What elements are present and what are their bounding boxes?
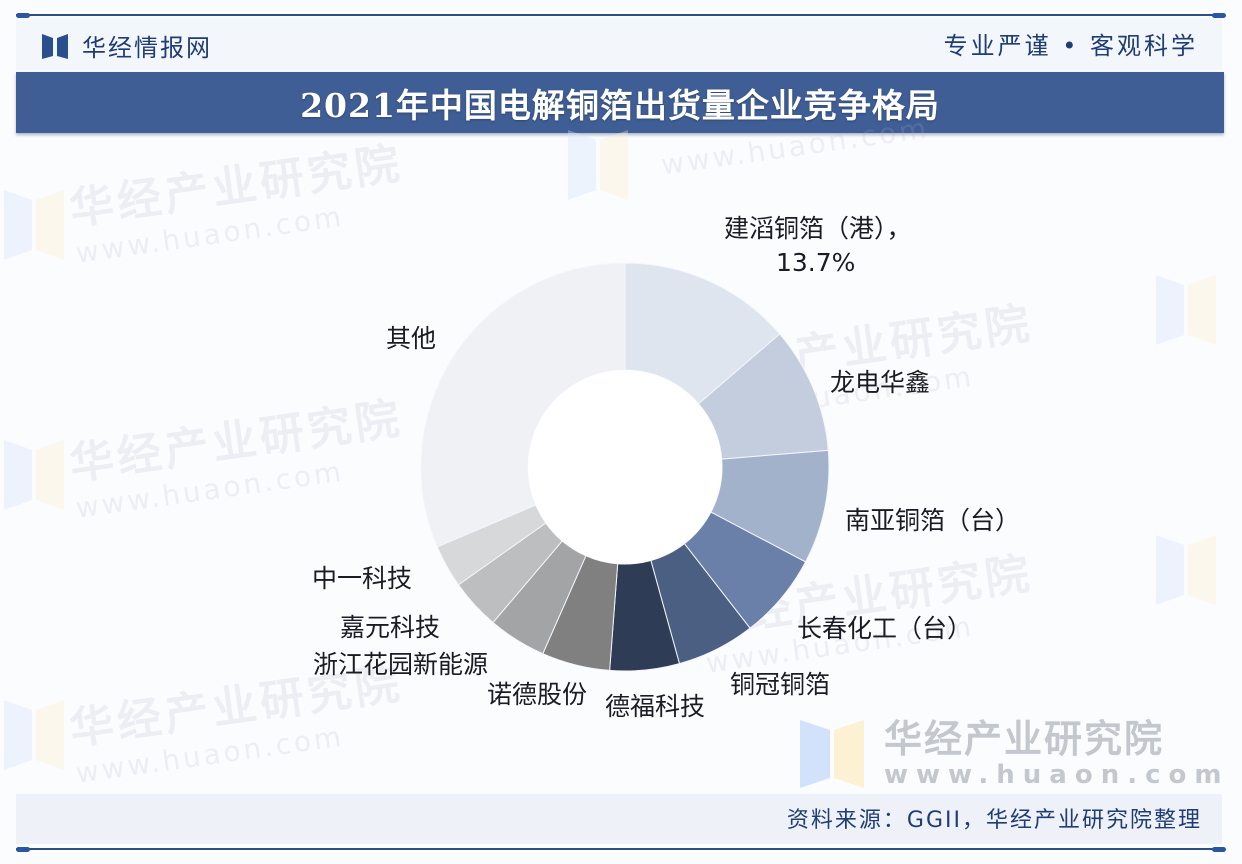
title-bar: 2021年中国电解铜箔出货量企业竞争格局: [16, 72, 1224, 133]
chart-title: 2021年中国电解铜箔出货量企业竞争格局: [300, 85, 940, 125]
corporate-watermark: 华经产业研究院 www.huaon.com: [800, 718, 1229, 790]
data-label: 长春化工（台）: [797, 614, 973, 643]
brand: 华经情报网: [42, 28, 212, 63]
brand-logo-icon: [42, 33, 68, 59]
rule-cap-right: [1212, 13, 1226, 18]
source-note: 资料来源：GGII，华经产业研究院整理: [786, 808, 1202, 833]
watermark-logo-icon: [1156, 275, 1216, 345]
watermark-logo-icon: [4, 440, 64, 510]
corporate-name: 华经产业研究院: [884, 717, 1165, 761]
rule-cap-left: [16, 847, 30, 852]
data-label: 诺德股份: [487, 680, 588, 709]
data-label: 德福科技: [605, 692, 706, 721]
watermark-logo-icon: [568, 130, 628, 200]
corporate-logo-icon: [800, 720, 864, 788]
rule-cap-left: [16, 13, 30, 18]
top-rule: [16, 14, 1224, 16]
slogan: 专业严谨 • 客观科学: [943, 32, 1198, 60]
data-label: 中一科技: [312, 564, 413, 593]
data-label: 建滔铜箔（港）， 13.7%: [724, 214, 912, 277]
data-label: 浙江花园新能源: [313, 650, 489, 679]
corporate-url: www.huaon.com: [884, 760, 1230, 790]
watermark-logo-icon: [4, 190, 64, 260]
header-strip: [16, 18, 1222, 70]
brand-name: 华经情报网: [82, 34, 212, 62]
data-label: 嘉元科技: [340, 613, 441, 642]
data-label: 铜冠铜箔: [730, 670, 831, 699]
data-label: 其他: [386, 324, 437, 353]
data-label: 龙电华鑫: [830, 368, 931, 397]
bottom-rule: [16, 848, 1224, 850]
rule-cap-right: [1212, 847, 1226, 852]
watermark-logo-icon: [4, 700, 64, 770]
data-label: 南亚铜箔（台）: [845, 506, 1021, 535]
watermark-logo-icon: [1156, 535, 1216, 605]
donut-hole: [528, 370, 722, 564]
footer-bar: [16, 794, 1222, 844]
